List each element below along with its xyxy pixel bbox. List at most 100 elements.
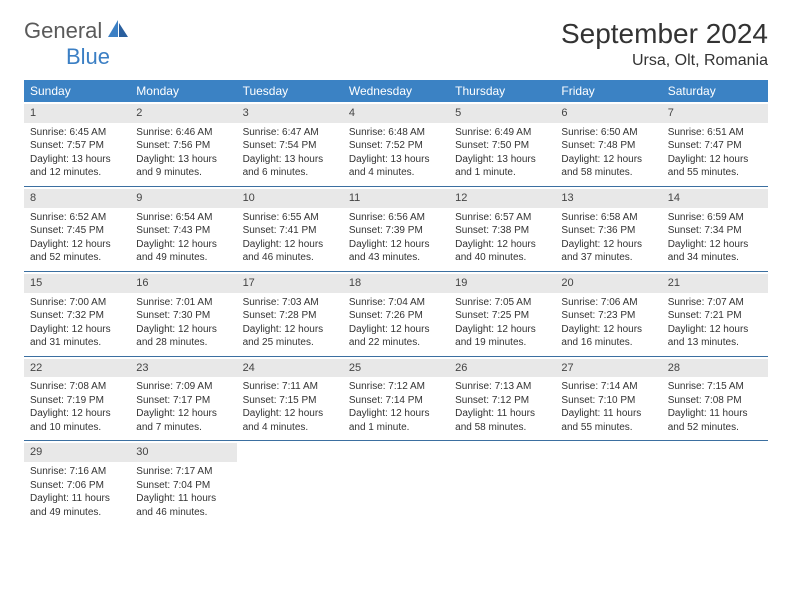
calendar-day-empty: [343, 441, 449, 525]
sunrise-line: Sunrise: 7:04 AM: [349, 296, 443, 310]
sunset-line: Sunset: 7:41 PM: [243, 224, 337, 238]
sunrise-line: Sunrise: 6:52 AM: [30, 211, 124, 225]
daylight-line: Daylight: 12 hours and 10 minutes.: [30, 407, 124, 434]
sunrise-line: Sunrise: 6:47 AM: [243, 126, 337, 140]
day-number: 5: [455, 107, 461, 119]
calendar-day: 3Sunrise: 6:47 AMSunset: 7:54 PMDaylight…: [237, 102, 343, 186]
calendar-day: 20Sunrise: 7:06 AMSunset: 7:23 PMDayligh…: [555, 272, 661, 356]
daylight-line: Daylight: 12 hours and 52 minutes.: [30, 238, 124, 265]
sunrise-line: Sunrise: 7:00 AM: [30, 296, 124, 310]
calendar-day: 9Sunrise: 6:54 AMSunset: 7:43 PMDaylight…: [130, 187, 236, 271]
daylight-line: Daylight: 12 hours and 4 minutes.: [243, 407, 337, 434]
sunset-line: Sunset: 7:25 PM: [455, 309, 549, 323]
sunrise-line: Sunrise: 7:12 AM: [349, 380, 443, 394]
day-number-row: 10: [237, 189, 343, 208]
sunset-line: Sunset: 7:56 PM: [136, 139, 230, 153]
sunrise-line: Sunrise: 7:07 AM: [668, 296, 762, 310]
calendar-day: 27Sunrise: 7:14 AMSunset: 7:10 PMDayligh…: [555, 357, 661, 441]
day-number-row: 25: [343, 359, 449, 378]
day-number-row: 30: [130, 443, 236, 462]
calendar-day: 2Sunrise: 6:46 AMSunset: 7:56 PMDaylight…: [130, 102, 236, 186]
sunset-line: Sunset: 7:04 PM: [136, 479, 230, 493]
daylight-line: Daylight: 13 hours and 12 minutes.: [30, 153, 124, 180]
daylight-line: Daylight: 11 hours and 49 minutes.: [30, 492, 124, 519]
sunset-line: Sunset: 7:10 PM: [561, 394, 655, 408]
calendar-day: 21Sunrise: 7:07 AMSunset: 7:21 PMDayligh…: [662, 272, 768, 356]
day-number: 19: [455, 277, 467, 289]
sunset-line: Sunset: 7:43 PM: [136, 224, 230, 238]
sunset-line: Sunset: 7:52 PM: [349, 139, 443, 153]
sunset-line: Sunset: 7:50 PM: [455, 139, 549, 153]
sunset-line: Sunset: 7:12 PM: [455, 394, 549, 408]
weekday-saturday: Saturday: [662, 80, 768, 102]
day-number-row: 20: [555, 274, 661, 293]
day-number-row: 5: [449, 104, 555, 123]
day-number-row: 26: [449, 359, 555, 378]
day-number: 23: [136, 362, 148, 374]
day-number: 29: [30, 446, 42, 458]
sunset-line: Sunset: 7:08 PM: [668, 394, 762, 408]
calendar-day: 24Sunrise: 7:11 AMSunset: 7:15 PMDayligh…: [237, 357, 343, 441]
calendar-day: 19Sunrise: 7:05 AMSunset: 7:25 PMDayligh…: [449, 272, 555, 356]
calendar-day: 12Sunrise: 6:57 AMSunset: 7:38 PMDayligh…: [449, 187, 555, 271]
day-number-row: 12: [449, 189, 555, 208]
weekday-thursday: Thursday: [449, 80, 555, 102]
sunrise-line: Sunrise: 7:17 AM: [136, 465, 230, 479]
month-title: September 2024: [561, 18, 768, 50]
daylight-line: Daylight: 12 hours and 58 minutes.: [561, 153, 655, 180]
day-number-row: 6: [555, 104, 661, 123]
day-number: 30: [136, 446, 148, 458]
calendar-day-empty: [237, 441, 343, 525]
day-number-row: 13: [555, 189, 661, 208]
sunrise-line: Sunrise: 6:55 AM: [243, 211, 337, 225]
calendar-day: 1Sunrise: 6:45 AMSunset: 7:57 PMDaylight…: [24, 102, 130, 186]
day-number-row: 15: [24, 274, 130, 293]
daylight-line: Daylight: 12 hours and 19 minutes.: [455, 323, 549, 350]
daylight-line: Daylight: 12 hours and 31 minutes.: [30, 323, 124, 350]
day-number-row: 23: [130, 359, 236, 378]
daylight-line: Daylight: 11 hours and 55 minutes.: [561, 407, 655, 434]
calendar-day-empty: [449, 441, 555, 525]
day-number: 25: [349, 362, 361, 374]
sunset-line: Sunset: 7:19 PM: [30, 394, 124, 408]
day-number-row: 4: [343, 104, 449, 123]
sunset-line: Sunset: 7:34 PM: [668, 224, 762, 238]
day-number-row: 24: [237, 359, 343, 378]
calendar: Sunday Monday Tuesday Wednesday Thursday…: [24, 80, 768, 525]
day-number: 13: [561, 192, 573, 204]
day-number: 28: [668, 362, 680, 374]
logo-text-blue: Blue: [66, 44, 110, 69]
day-number: 7: [668, 107, 674, 119]
weekday-monday: Monday: [130, 80, 236, 102]
day-number: 27: [561, 362, 573, 374]
day-number: 20: [561, 277, 573, 289]
day-number: 15: [30, 277, 42, 289]
sunset-line: Sunset: 7:32 PM: [30, 309, 124, 323]
day-number: 24: [243, 362, 255, 374]
day-number-row: 8: [24, 189, 130, 208]
sunset-line: Sunset: 7:45 PM: [30, 224, 124, 238]
calendar-day: 15 Sunrise: 7:00 AMSunset: 7:32 PMDayligh…: [24, 272, 130, 356]
day-number-row: 27: [555, 359, 661, 378]
daylight-line: Daylight: 12 hours and 1 minute.: [349, 407, 443, 434]
sunrise-line: Sunrise: 6:57 AM: [455, 211, 549, 225]
calendar-day: 25Sunrise: 7:12 AMSunset: 7:14 PMDayligh…: [343, 357, 449, 441]
weekday-friday: Friday: [555, 80, 661, 102]
sunrise-line: Sunrise: 7:13 AM: [455, 380, 549, 394]
day-number-row: 2: [130, 104, 236, 123]
sunrise-line: Sunrise: 7:11 AM: [243, 380, 337, 394]
calendar-day: 23Sunrise: 7:09 AMSunset: 7:17 PMDayligh…: [130, 357, 236, 441]
day-number-row: 14: [662, 189, 768, 208]
daylight-line: Daylight: 12 hours and 22 minutes.: [349, 323, 443, 350]
daylight-line: Daylight: 12 hours and 37 minutes.: [561, 238, 655, 265]
sunrise-line: Sunrise: 7:06 AM: [561, 296, 655, 310]
calendar-day-empty: [555, 441, 661, 525]
calendar-day: 22Sunrise: 7:08 AMSunset: 7:19 PMDayligh…: [24, 357, 130, 441]
daylight-line: Daylight: 13 hours and 9 minutes.: [136, 153, 230, 180]
sunset-line: Sunset: 7:39 PM: [349, 224, 443, 238]
logo-sail-icon: [108, 20, 130, 43]
day-number-row: 21: [662, 274, 768, 293]
calendar-week: 22Sunrise: 7:08 AMSunset: 7:19 PMDayligh…: [24, 357, 768, 442]
calendar-day: 7Sunrise: 6:51 AMSunset: 7:47 PMDaylight…: [662, 102, 768, 186]
calendar-day: 28Sunrise: 7:15 AMSunset: 7:08 PMDayligh…: [662, 357, 768, 441]
